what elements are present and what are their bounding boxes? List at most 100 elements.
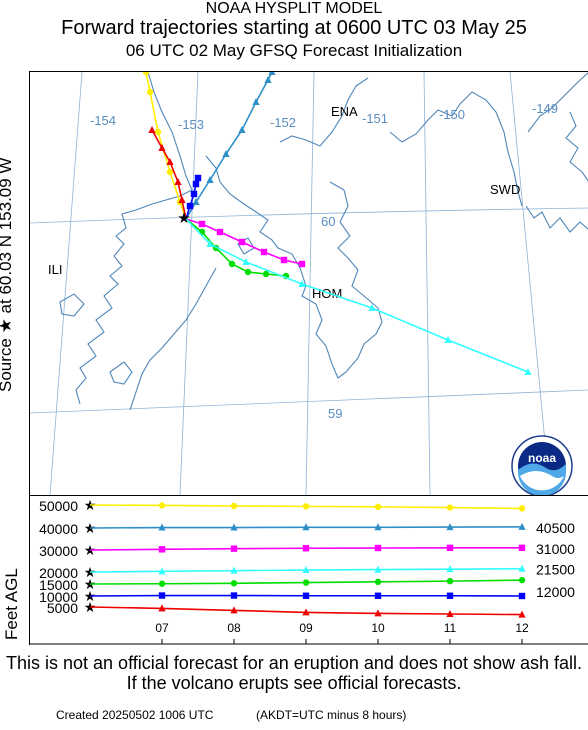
series-point — [374, 609, 382, 617]
altitude-frame — [29, 495, 588, 645]
series-point — [374, 503, 382, 511]
trajectory-point — [298, 260, 306, 268]
series-point — [302, 592, 310, 599]
series-point — [518, 564, 526, 572]
trajectory-point — [194, 174, 202, 182]
x-tick-label: 07 — [155, 621, 169, 635]
chart-subtitle: 06 UTC 02 May GFSQ Forecast Initializati… — [125, 41, 463, 60]
series-point — [302, 579, 310, 586]
trajectory-point — [158, 144, 166, 151]
lon-label: -149 — [532, 101, 558, 116]
trajectory-line — [151, 129, 187, 220]
right-tick-label: 40500 — [536, 520, 575, 536]
series-point — [230, 523, 238, 531]
coast-east-bays — [565, 111, 588, 182]
series-point — [374, 578, 382, 586]
coast-seldovia — [129, 267, 217, 411]
lon-label: -152 — [270, 115, 296, 130]
series-point — [446, 504, 454, 511]
series-point — [446, 565, 454, 573]
series-point — [158, 580, 166, 587]
logo-text: noaa — [528, 451, 556, 465]
coast-kenai-east — [329, 181, 383, 379]
trajectory-point — [524, 368, 532, 375]
series-point — [230, 580, 238, 587]
trajectory-point — [444, 336, 452, 343]
series-point — [302, 608, 310, 616]
x-tick-label: 08 — [227, 621, 241, 635]
trajectory-line — [185, 218, 529, 373]
lon-label: -153 — [178, 117, 204, 132]
noaa-logo: noaa — [511, 435, 573, 495]
x-tick-label: 11 — [444, 621, 457, 635]
lon-line-153 — [179, 72, 199, 495]
altitude-chart: 50000 ★40000 ★30000 ★20000 ★15000 ★10000 ★5000… — [29, 497, 588, 645]
coast-kenai-southeast — [389, 91, 523, 207]
trajectory-point — [166, 158, 174, 165]
model-name: NOAA HYSPLIT MODEL — [205, 0, 383, 17]
lat-line-60 — [30, 207, 588, 224]
series-point — [302, 545, 310, 552]
lon-line-150 — [509, 72, 551, 495]
series-point — [230, 592, 238, 599]
trajectory-point — [242, 258, 250, 265]
trajectory-point — [238, 126, 246, 133]
grid-labels: -154 -153 -152 -151 -150 -149 60 59 — [90, 101, 558, 421]
y-tick-label: 5000 — [47, 600, 78, 616]
source-location-text: Source ★ at 60.03 N 153.09 W — [0, 158, 15, 392]
trajectory-point — [206, 240, 214, 247]
y-tick-label: 50000 — [39, 498, 78, 514]
trajectory-point — [264, 76, 272, 83]
trajectory-point — [260, 248, 268, 256]
right-tick-label: 12000 — [536, 584, 575, 600]
y-tick-label: 10000 — [39, 589, 78, 605]
series-point — [518, 544, 526, 551]
place-ili: ILI — [48, 262, 62, 277]
series-point — [446, 592, 454, 599]
series-point — [158, 592, 166, 599]
trajectory-line — [185, 72, 273, 220]
trajectory-point — [228, 260, 236, 268]
trajectory-point — [298, 280, 306, 287]
coast-augustine-island — [59, 293, 85, 317]
series-point — [230, 606, 238, 614]
series-point — [158, 604, 166, 612]
lat-label: 60 — [321, 214, 335, 229]
timezone-note: (AKDT=UTC minus 8 hours) — [256, 708, 407, 722]
trajectory-point — [206, 176, 214, 183]
trajectory-line — [185, 218, 287, 277]
trajectory-point — [280, 256, 288, 264]
right-tick-labels: 40500 31000 21500 12000 — [536, 520, 575, 600]
series-point — [158, 546, 166, 553]
y-tick-label: 20000 — [39, 565, 78, 581]
map-canvas: -154 -153 -152 -151 -150 -149 60 59 ENA … — [30, 72, 588, 495]
trajectory-point — [166, 168, 174, 176]
trajectory-point — [178, 196, 186, 203]
series-point — [518, 522, 526, 530]
series-point — [446, 610, 454, 617]
coast-barren-islands — [109, 361, 133, 385]
disclaimer-text: This is not an official forecast for an … — [6, 653, 582, 693]
series-point — [302, 523, 310, 531]
trajectory-point — [262, 270, 270, 278]
trajectory-point — [222, 150, 230, 157]
trajectory-point — [154, 128, 162, 136]
place-ena: ENA — [331, 104, 358, 119]
created-timestamp: Created 20250502 1006 UTC — [56, 708, 214, 722]
place-swd: SWD — [490, 182, 520, 197]
series-point — [374, 544, 382, 552]
trajectory-point — [252, 98, 260, 105]
y-tick-label: 30000 — [39, 543, 78, 559]
source-star-map: ★ — [177, 210, 190, 227]
trajectory-point — [174, 178, 182, 185]
chart-title: Forward trajectories starting at 0600 UT… — [61, 17, 527, 39]
series-point — [374, 592, 382, 599]
altitude-series — [89, 502, 526, 618]
lat-line-59 — [30, 389, 588, 414]
series-point — [158, 567, 166, 575]
trajectory-point — [142, 72, 150, 76]
lon-line-154 — [49, 72, 83, 495]
trajectory-point — [368, 304, 376, 311]
coast-prince-william — [527, 72, 588, 133]
series-point — [446, 577, 454, 585]
